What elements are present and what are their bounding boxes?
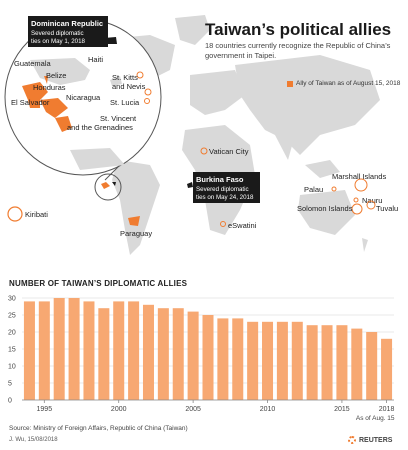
label-solomon: Solomon Islands: [297, 204, 353, 213]
label-nicaragua: Nicaragua: [66, 93, 101, 102]
bar-1995: [38, 301, 50, 400]
label-palau: Palau: [304, 185, 323, 194]
label-eswatini: eSwatini: [228, 221, 257, 230]
label-tuvalu: Tuvalu: [376, 204, 398, 213]
bar-2012: [291, 321, 303, 400]
y-tick-label: 10: [8, 364, 16, 371]
callout-burkina-name: Burkina Faso: [196, 175, 244, 184]
bar-1999: [98, 308, 110, 400]
chart-title: NUMBER OF TAIWAN’S DIPLOMATIC ALLIES: [9, 279, 188, 288]
kiribati-marker: [7, 206, 23, 222]
chart-x-axis: 1995 2000 2005 2010 2015 2018 As of Aug. 15: [22, 399, 395, 422]
y-tick-label: 20: [8, 330, 16, 337]
inset-central-america-allies: [22, 76, 72, 132]
label-st-kitts-line2: and Nevis: [112, 82, 146, 91]
y-tick-label: 5: [8, 381, 12, 388]
bar-2017: [366, 332, 378, 400]
bar-2004: [172, 308, 184, 400]
label-marshall: Marshall Islands: [332, 172, 386, 181]
x-tick-label: 1995: [37, 406, 53, 413]
palau-marker: [331, 186, 337, 192]
label-honduras: Honduras: [33, 83, 66, 92]
caribbean-locator-circle: [94, 173, 122, 201]
x-tick-label: 2000: [111, 406, 127, 413]
callout-burkina-line1: Severed diplomatic: [196, 186, 249, 193]
bar-1994: [23, 301, 35, 400]
x-tick-label: 2010: [260, 406, 276, 413]
callout-dominican-republic: Dominican Republic Severed diplomatic ti…: [28, 16, 108, 47]
label-st-vincent-line1: St. Vincent: [100, 114, 137, 123]
chart-bars: [23, 298, 393, 400]
last-bar-note: As of Aug. 15: [356, 415, 395, 422]
bar-2005: [187, 311, 199, 400]
y-tick-label: 30: [8, 296, 16, 303]
bar-2010: [262, 321, 274, 400]
burkina-faso-shape: [187, 182, 193, 188]
source-note: Source: Ministry of Foreign Affairs, Rep…: [9, 425, 188, 432]
reuters-logo-text: REUTERS: [359, 436, 393, 444]
eswatini-marker: [220, 221, 226, 227]
bar-2016: [351, 328, 363, 400]
chart-y-axis: 0 5 10 15 20 25 30: [8, 296, 16, 405]
x-tick-label: 2015: [334, 406, 350, 413]
x-tick-label: 2018: [379, 406, 395, 413]
callout-dominican-line1: Severed diplomatic: [31, 30, 84, 37]
reuters-logo: REUTERS: [348, 436, 392, 444]
inset-pointer-line: [104, 164, 121, 181]
label-paraguay: Paraguay: [120, 229, 152, 238]
y-tick-label: 0: [8, 398, 12, 405]
callout-dominican-name: Dominican Republic: [31, 19, 103, 28]
callout-dominican-line2: ties on May 1, 2018: [31, 38, 86, 45]
label-vatican: Vatican City: [209, 147, 249, 156]
callout-burkina-faso: Burkina Faso Severed diplomatic ties on …: [193, 172, 260, 203]
bar-2014: [321, 325, 333, 400]
tuvalu-marker: [366, 200, 376, 210]
solomon-marker: [351, 203, 363, 215]
label-kiribati: Kiribati: [25, 210, 48, 219]
bar-1998: [83, 301, 95, 400]
label-haiti: Haiti: [88, 55, 103, 64]
bar-2006: [202, 315, 214, 400]
bar-1997: [68, 298, 80, 400]
label-st-kitts-line1: St. Kitts: [112, 73, 138, 82]
x-tick-label: 2005: [185, 406, 201, 413]
nauru-marker: [353, 197, 359, 203]
label-st-vincent-line2: and the Grenadines: [67, 123, 133, 132]
bar-2007: [217, 318, 229, 400]
st-kitts-marker: [136, 71, 144, 79]
bar-2000: [113, 301, 125, 400]
map-legend: Ally of Taiwan as of August 15, 2018: [287, 80, 400, 87]
label-el-salvador: El Salvador: [11, 98, 50, 107]
bar-2003: [157, 308, 169, 400]
bar-2011: [276, 321, 288, 400]
reuters-logo-icon: [348, 436, 356, 444]
bar-2001: [128, 301, 140, 400]
bar-2018: [381, 338, 393, 400]
y-tick-label: 15: [8, 347, 16, 354]
label-nauru: Nauru: [362, 196, 382, 205]
marshall-marker: [354, 178, 368, 192]
bar-2015: [336, 325, 348, 400]
credit-note: J. Wu, 15/08/2018: [9, 437, 58, 443]
label-st-lucia: St. Lucia: [110, 98, 140, 107]
bar-2008: [232, 318, 244, 400]
bar-2013: [306, 325, 318, 400]
legend-swatch: [287, 80, 293, 87]
page-title: Taiwan’s political allies: [205, 20, 392, 39]
st-lucia-marker: [144, 88, 152, 96]
st-vincent-marker: [144, 98, 150, 104]
bar-1996: [53, 298, 65, 400]
label-belize: Belize: [46, 71, 66, 80]
page-subtitle: 18 countries currently recognize the Rep…: [205, 41, 391, 60]
world-map: Dominican Republic Severed diplomatic ti…: [4, 15, 398, 255]
vatican-marker: [200, 147, 208, 155]
paraguay-shape: [128, 216, 140, 226]
allies-bar-chart: 0 5 10 15 20 25 30 1995 2000 2005 2010 2015 2018 As …: [8, 296, 395, 423]
label-guatemala: Guatemala: [14, 59, 52, 68]
y-tick-label: 25: [8, 313, 16, 320]
bar-2002: [142, 304, 154, 400]
bar-2009: [247, 321, 259, 400]
legend-label: Ally of Taiwan as of August 15, 2018: [296, 80, 401, 87]
callout-burkina-line2: ties on May 24, 2018: [196, 194, 254, 201]
